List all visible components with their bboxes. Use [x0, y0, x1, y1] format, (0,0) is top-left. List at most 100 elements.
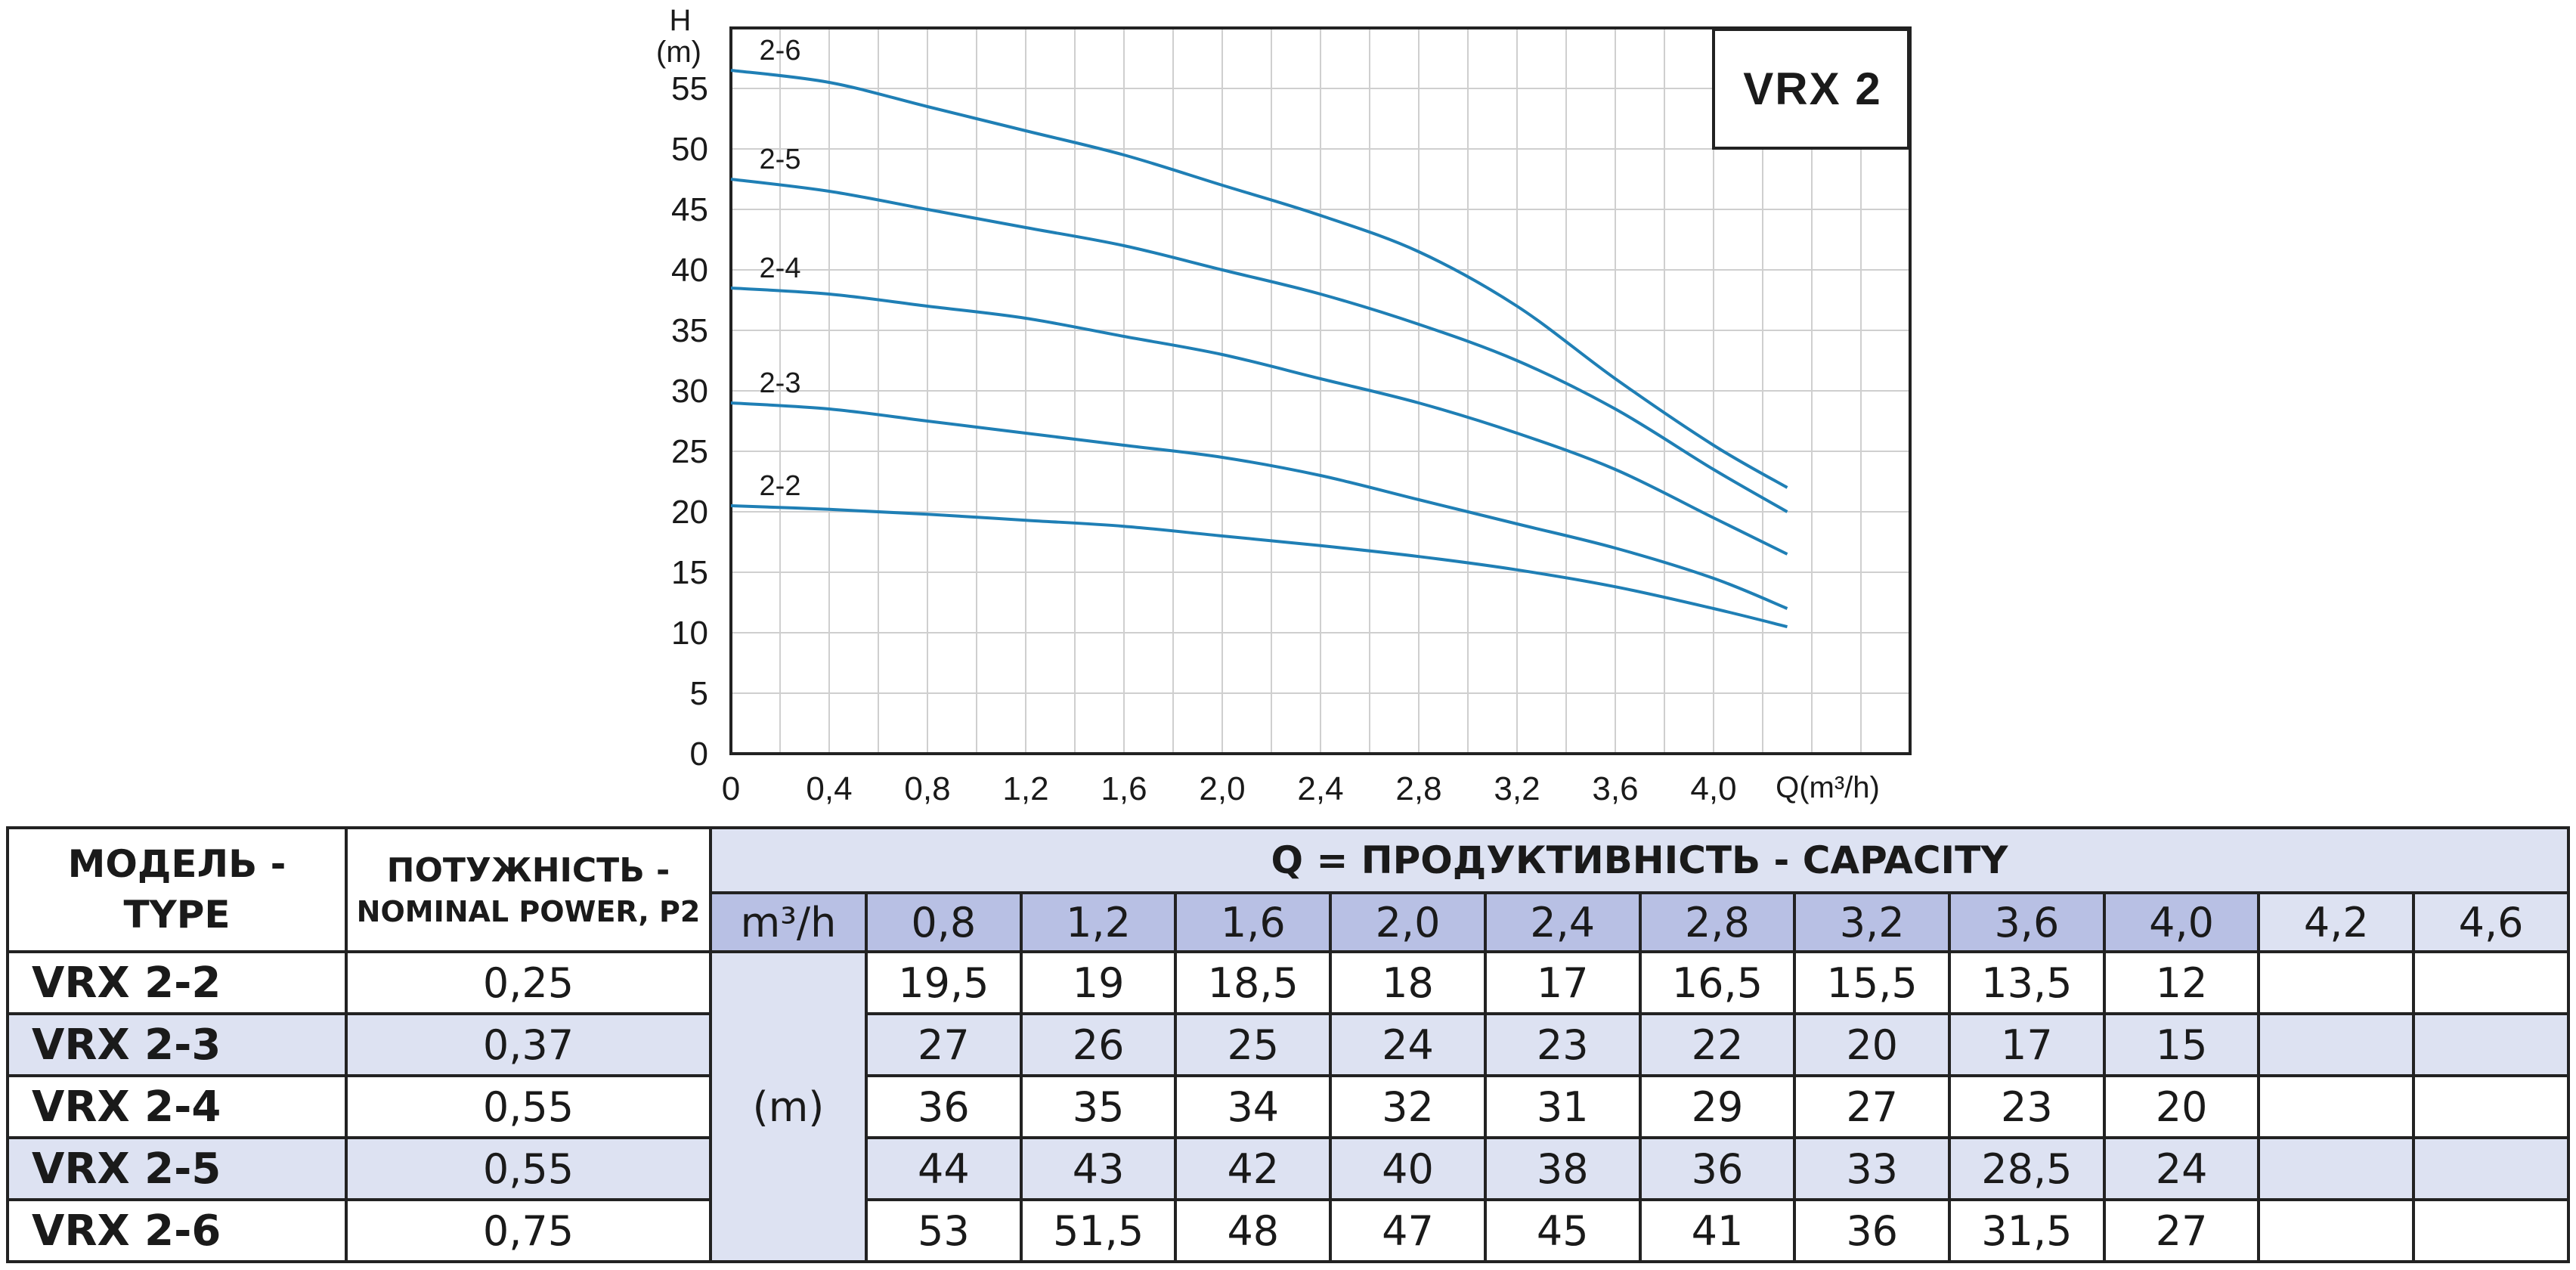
q-header-cell: 2,4	[1483, 891, 1642, 953]
curve-label-2-6: 2-6	[760, 35, 801, 67]
head-value-cell: 33	[1793, 1136, 1952, 1201]
q-header-cell: 2,8	[1638, 891, 1797, 953]
head-value-cell	[2412, 1198, 2570, 1263]
unit-head-cell: (m)	[709, 950, 868, 1263]
head-value-cell: 29	[1638, 1074, 1797, 1139]
head-value-cell: 43	[1019, 1136, 1178, 1201]
model-cell: VRX 2-4	[6, 1074, 348, 1139]
table-row: VRX 2-2 0,25 (m) 19,5 19 18,5 18 17 16,5 15,5 13,5…	[6, 950, 2570, 1263]
model-box: VRX 2	[1712, 28, 1910, 150]
head-value-cell: 36	[1793, 1198, 1952, 1263]
head-value-cell: 41	[1638, 1198, 1797, 1263]
model-box-label: VRX 2	[1743, 64, 1881, 114]
head-value-cell: 53	[865, 1198, 1023, 1263]
curve-2-5	[730, 178, 1788, 513]
model-cell: VRX 2-5	[6, 1136, 348, 1201]
head-value-cell	[2257, 1074, 2416, 1139]
y-tick-label: 45	[671, 191, 708, 228]
head-value-cell: 18,5	[1174, 950, 1333, 1015]
head-value-cell	[2257, 1198, 2416, 1263]
x-tick-label: 4,0	[1690, 770, 1736, 807]
model-cell: VRX 2-3	[6, 1012, 348, 1077]
head-value-cell	[2257, 950, 2416, 1015]
head-value-cell: 40	[1329, 1136, 1487, 1201]
table-row: VRX 2-3 0,37 27 26 25 24 23 22 20 17 15	[6, 1012, 2570, 1077]
y-axis-ticks: 0 5 10 15 20 25 30 35 40 45 50 55	[671, 70, 708, 773]
header-capacity: Q = ПРОДУКТИВНІСТЬ - CAPACITY	[709, 826, 2570, 894]
head-value-cell: 45	[1483, 1198, 1642, 1263]
head-value-cell	[2257, 1136, 2416, 1201]
header-model: МОДЕЛЬ - TYPE	[6, 826, 348, 953]
head-value-cell: 16,5	[1638, 950, 1797, 1015]
head-value-cell: 13,5	[1948, 950, 2106, 1015]
head-value-cell: 24	[2102, 1136, 2261, 1201]
y-tick-label: 50	[671, 131, 708, 168]
head-value-cell: 25	[1174, 1012, 1333, 1077]
head-value-cell: 17	[1483, 950, 1642, 1015]
head-value-cell	[2412, 1074, 2570, 1139]
table-row: VRX 2-6 0,75 53 51,5 48 47 45 41 36 31,5 27	[6, 1198, 2570, 1263]
table-row: VRX 2-4 0,55 36 35 34 32 31 29 27 23 20	[6, 1074, 2570, 1139]
model-cell: VRX 2-6	[6, 1198, 348, 1263]
performance-table: МОДЕЛЬ - TYPE ПОТУЖНІСТЬ - NOMINAL POWER…	[6, 826, 2570, 1263]
head-value-cell: 26	[1019, 1012, 1178, 1077]
head-value-cell	[2412, 950, 2570, 1015]
y-tick-label: 0	[690, 736, 708, 773]
head-value-cell: 35	[1019, 1074, 1178, 1139]
y-tick-label: 55	[671, 70, 708, 107]
power-cell: 0,55	[345, 1074, 712, 1139]
header-power-line2: NOMINAL POWER, P2	[356, 895, 701, 929]
q-header-cell: 1,2	[1019, 891, 1178, 953]
head-value-cell	[2412, 1012, 2570, 1077]
q-header-cell: 3,6	[1948, 891, 2106, 953]
y-axis-title-line1: H	[670, 4, 692, 37]
head-value-cell: 31	[1483, 1074, 1642, 1139]
head-value-cell: 27	[1793, 1074, 1952, 1139]
head-value-cell: 15	[2102, 1012, 2261, 1077]
x-tick-label: 2,4	[1297, 770, 1343, 807]
q-header-cell: 1,6	[1174, 891, 1333, 953]
y-tick-label: 25	[671, 433, 708, 470]
head-value-cell: 36	[865, 1074, 1023, 1139]
power-cell: 0,75	[345, 1198, 712, 1263]
head-value-cell: 20	[2102, 1074, 2261, 1139]
head-value-cell: 51,5	[1019, 1198, 1178, 1263]
chart-curve-labels: 2-6 2-5 2-4 2-3 2-2	[760, 35, 801, 502]
head-value-cell: 15,5	[1793, 950, 1952, 1015]
x-tick-label: 1,6	[1101, 770, 1147, 807]
head-value-cell: 44	[865, 1136, 1023, 1201]
x-tick-label: 0,4	[806, 770, 852, 807]
head-value-cell: 28,5	[1948, 1136, 2106, 1201]
y-tick-label: 15	[671, 554, 708, 591]
power-cell: 0,37	[345, 1012, 712, 1077]
head-value-cell: 12	[2102, 950, 2261, 1015]
table-row: VRX 2-5 0,55 44 43 42 40 38 36 33 28,5 24	[6, 1136, 2570, 1201]
head-value-cell: 34	[1174, 1074, 1333, 1139]
head-value-cell: 47	[1329, 1198, 1487, 1263]
head-value-cell	[2257, 1012, 2416, 1077]
header-model-line1: МОДЕЛЬ -	[67, 841, 286, 886]
chart-curves	[730, 69, 1788, 628]
pump-performance-chart: 2-6 2-5 2-4 2-3 2-2 0 5 10 15 20 25 30 35 40 45 50 55 0…	[656, 4, 1912, 807]
head-value-cell: 27	[2102, 1198, 2261, 1263]
y-axis-title-line2: (m)	[656, 36, 701, 69]
q-header-cell: 2,0	[1329, 891, 1487, 953]
y-tick-label: 35	[671, 312, 708, 349]
q-header-cell: 3,2	[1793, 891, 1952, 953]
head-value-cell: 23	[1483, 1012, 1642, 1077]
head-value-cell	[2412, 1136, 2570, 1201]
x-tick-label: 0,8	[904, 770, 950, 807]
header-power-line1: ПОТУЖНІСТЬ -	[386, 850, 670, 890]
curve-2-2	[730, 504, 1788, 628]
header-model-line2: TYPE	[123, 893, 231, 937]
x-tick-label: 2,0	[1199, 770, 1245, 807]
head-value-cell: 19,5	[865, 950, 1023, 1015]
head-value-cell: 48	[1174, 1198, 1333, 1263]
head-value-cell: 22	[1638, 1012, 1797, 1077]
table-q-row: m³/h 0,8 1,2 1,6 2,0 2,4 2,8 3,2 3,6 4,0 4,2 4,6	[8, 891, 2570, 953]
q-header-cell: 4,2	[2257, 891, 2416, 953]
unit-flow-cell: m³/h	[709, 891, 868, 953]
y-tick-label: 5	[690, 675, 708, 712]
head-value-cell: 20	[1793, 1012, 1952, 1077]
power-cell: 0,55	[345, 1136, 712, 1201]
